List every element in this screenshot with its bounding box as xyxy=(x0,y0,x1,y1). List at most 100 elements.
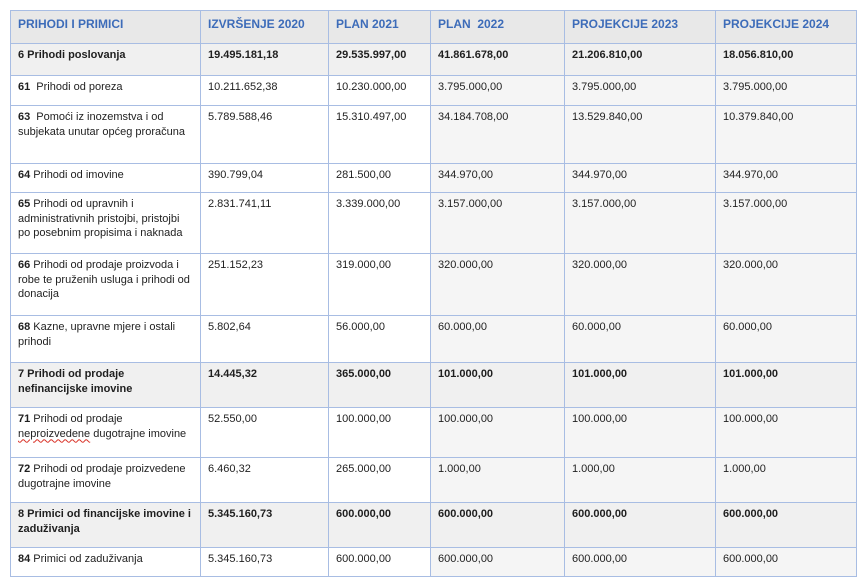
account-label: Prihodi od imovine xyxy=(33,169,124,181)
value-cell: 5.345.160,73 xyxy=(200,502,329,548)
value-cell: 6.460,32 xyxy=(200,457,329,503)
value-cell: 15.310.497,00 xyxy=(328,105,431,164)
account-label: Prihodi od prodaje nefinancijske imovine xyxy=(18,368,133,395)
account-label: Prihodi od poreza xyxy=(33,81,123,93)
value-cell: 60.000,00 xyxy=(564,315,716,363)
value-cell: 5.789.588,46 xyxy=(200,105,329,164)
account-code: 66 xyxy=(18,259,31,271)
value-cell: 600.000,00 xyxy=(715,502,857,548)
value-cell: 101.000,00 xyxy=(564,362,716,408)
table-row-63: 63 Pomoći iz inozemstva i od subjekata u… xyxy=(10,105,857,164)
account-code: 64 xyxy=(18,169,31,181)
account-code: 7 xyxy=(18,368,25,380)
value-cell: 34.184.708,00 xyxy=(430,105,565,164)
value-cell: 14.445,32 xyxy=(200,362,329,408)
account-code: 8 xyxy=(18,508,25,520)
row-label-cell: 66 Prihodi od prodaje proizvoda i robe te… xyxy=(10,253,201,316)
value-cell: 52.550,00 xyxy=(200,407,329,458)
account-label: Prihodi od prodaje proizvedene dugotrajn… xyxy=(18,463,189,490)
row-label-cell: 65 Prihodi od upravnih i administrativnih… xyxy=(10,192,201,254)
value-cell: 3.157.000,00 xyxy=(715,192,857,254)
table-row-8: 8 Primici od financijske imovine i zaduži… xyxy=(10,502,857,548)
row-label-cell: 63 Pomoći iz inozemstva i od subjekata u… xyxy=(10,105,201,164)
account-code: 63 xyxy=(18,111,31,123)
value-cell: 101.000,00 xyxy=(715,362,857,408)
row-label-cell: 7 Prihodi od prodaje nefinancijske imovin… xyxy=(10,362,201,408)
value-cell: 5.802,64 xyxy=(200,315,329,363)
value-cell: 1.000,00 xyxy=(564,457,716,503)
table-row-84: 84 Primici od zaduživanja 5.345.160,73 60… xyxy=(10,547,857,577)
header-row: PRIHODI I PRIMICI IZVRŠENJE 2020 PLAN 20… xyxy=(10,10,857,44)
column-header-projekcije-2024: PROJEKCIJE 2024 xyxy=(715,10,857,44)
value-cell: 600.000,00 xyxy=(430,547,565,577)
value-cell: 3.795.000,00 xyxy=(564,75,716,106)
value-cell: 5.345.160,73 xyxy=(200,547,329,577)
value-cell: 19.495.181,18 xyxy=(200,43,329,76)
value-cell: 320.000,00 xyxy=(564,253,716,316)
account-label: Prihodi od upravnih i administrativnih p… xyxy=(18,198,183,240)
value-cell: 3.339.000,00 xyxy=(328,192,431,254)
value-cell: 29.535.997,00 xyxy=(328,43,431,76)
value-cell: 3.157.000,00 xyxy=(564,192,716,254)
table-row-6: 6 Prihodi poslovanja 19.495.181,18 29.535… xyxy=(10,43,857,76)
value-cell: 10.230.000,00 xyxy=(328,75,431,106)
label-text: dugotrajne imovine xyxy=(90,427,187,440)
budget-table: PRIHODI I PRIMICI IZVRŠENJE 2020 PLAN 20… xyxy=(10,10,857,577)
value-cell: 600.000,00 xyxy=(430,502,565,548)
value-cell: 344.970,00 xyxy=(564,163,716,193)
value-cell: 251.152,23 xyxy=(200,253,329,316)
label-text: Prihodi od prodaje xyxy=(33,413,126,425)
row-label-cell: 8 Primici od financijske imovine i zaduži… xyxy=(10,502,201,548)
value-cell: 100.000,00 xyxy=(328,407,431,458)
value-cell: 3.795.000,00 xyxy=(715,75,857,106)
value-cell: 100.000,00 xyxy=(715,407,857,458)
value-cell: 41.861.678,00 xyxy=(430,43,565,76)
value-cell: 1.000,00 xyxy=(430,457,565,503)
column-header-plan-2022: PLAN 2022 xyxy=(430,10,565,44)
row-label-cell: 84 Primici od zaduživanja xyxy=(10,547,201,577)
account-label: Pomoći iz inozemstva i od subjekata unut… xyxy=(18,111,185,138)
table-row-7: 7 Prihodi od prodaje nefinancijske imovin… xyxy=(10,362,857,408)
value-cell: 100.000,00 xyxy=(430,407,565,458)
value-cell: 101.000,00 xyxy=(430,362,565,408)
row-label-cell: 71 Prihodi od prodaje neproizvedene dugot… xyxy=(10,407,201,458)
value-cell: 21.206.810,00 xyxy=(564,43,716,76)
value-cell: 320.000,00 xyxy=(715,253,857,316)
column-header-izvrsenje-2020: IZVRŠENJE 2020 xyxy=(200,10,329,44)
value-cell: 319.000,00 xyxy=(328,253,431,316)
table-row-71: 71 Prihodi od prodaje neproizvedene dugot… xyxy=(10,407,857,458)
value-cell: 600.000,00 xyxy=(328,502,431,548)
value-cell: 281.500,00 xyxy=(328,163,431,193)
value-cell: 2.831.741,11 xyxy=(200,192,329,254)
value-cell: 60.000,00 xyxy=(430,315,565,363)
row-label-cell: 61 Prihodi od poreza xyxy=(10,75,201,106)
table-row-66: 66 Prihodi od prodaje proizvoda i robe te… xyxy=(10,253,857,316)
value-cell: 600.000,00 xyxy=(328,547,431,577)
column-header-plan-2021: PLAN 2021 xyxy=(328,10,431,44)
value-cell: 100.000,00 xyxy=(564,407,716,458)
account-code: 84 xyxy=(18,553,31,565)
row-label-cell: 68 Kazne, upravne mjere i ostali prihodi xyxy=(10,315,201,363)
table-row-61: 61 Prihodi od poreza 10.211.652,38 10.23… xyxy=(10,75,857,106)
account-label: Prihodi poslovanja xyxy=(27,49,126,61)
account-code: 61 xyxy=(18,81,31,93)
table-row-64: 64 Prihodi od imovine 390.799,04 281.500,… xyxy=(10,163,857,193)
row-label-cell: 64 Prihodi od imovine xyxy=(10,163,201,193)
value-cell: 265.000,00 xyxy=(328,457,431,503)
column-header-projekcije-2023: PROJEKCIJE 2023 xyxy=(564,10,716,44)
value-cell: 365.000,00 xyxy=(328,362,431,408)
value-cell: 390.799,04 xyxy=(200,163,329,193)
value-cell: 600.000,00 xyxy=(715,547,857,577)
account-code: 65 xyxy=(18,198,31,210)
row-label-cell: 6 Prihodi poslovanja xyxy=(10,43,201,76)
value-cell: 344.970,00 xyxy=(430,163,565,193)
value-cell: 600.000,00 xyxy=(564,547,716,577)
value-cell: 60.000,00 xyxy=(715,315,857,363)
value-cell: 18.056.810,00 xyxy=(715,43,857,76)
value-cell: 1.000,00 xyxy=(715,457,857,503)
column-header-prihodi-i-primici: PRIHODI I PRIMICI xyxy=(10,10,201,44)
account-code: 72 xyxy=(18,463,31,475)
account-code: 6 xyxy=(18,49,25,61)
table-row-68: 68 Kazne, upravne mjere i ostali prihodi … xyxy=(10,315,857,363)
